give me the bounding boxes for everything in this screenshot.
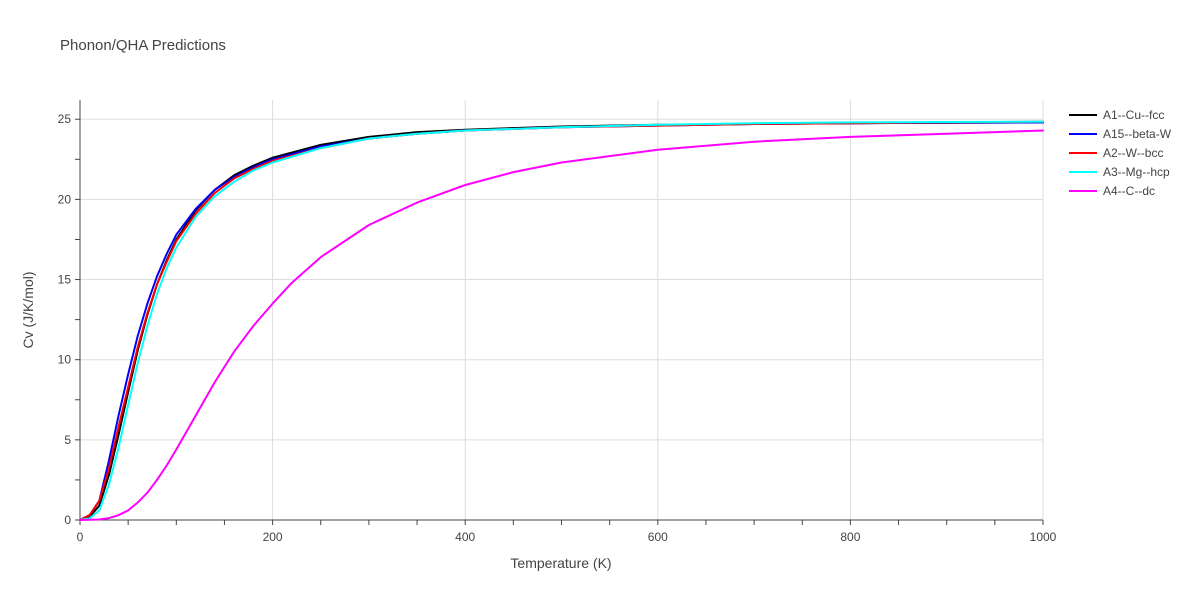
series-line-0	[79, 121, 1044, 521]
x-tick-label: 0	[77, 530, 84, 544]
legend-item[interactable]: A2--W--bcc	[1069, 146, 1163, 160]
axes: 0 200 400 600 800 1000 0 5 10 15 20 25	[58, 100, 1057, 544]
legend-label: A15--beta-W	[1103, 127, 1172, 141]
x-tick-label: 800	[840, 530, 860, 544]
legend-label: A3--Mg--hcp	[1103, 165, 1170, 179]
legend-item[interactable]: A15--beta-W	[1069, 127, 1172, 141]
series-line-3	[79, 120, 1044, 521]
y-tick-label: 20	[58, 192, 72, 206]
y-axis-title: Cv (J/K/mol)	[20, 272, 36, 349]
chart-title: Phonon/QHA Predictions	[60, 37, 226, 54]
legend[interactable]: A1--Cu--fcc A15--beta-W A2--W--bcc A3--Mg--…	[1069, 108, 1172, 198]
y-tick-label: 10	[58, 353, 72, 367]
series-lines	[79, 120, 1044, 521]
legend-label: A2--W--bcc	[1103, 146, 1163, 160]
legend-item[interactable]: A1--Cu--fcc	[1069, 108, 1164, 122]
y-tick-label: 5	[64, 433, 71, 447]
legend-label: A4--C--dc	[1103, 184, 1155, 198]
y-tick-label: 0	[64, 513, 71, 527]
x-tick-label: 400	[455, 530, 475, 544]
legend-item[interactable]: A3--Mg--hcp	[1069, 165, 1170, 179]
y-tick-label: 25	[58, 112, 72, 126]
y-tick-label: 15	[58, 273, 72, 287]
legend-item[interactable]: A4--C--dc	[1069, 184, 1155, 198]
x-tick-label: 1000	[1030, 530, 1057, 544]
x-tick-label: 200	[263, 530, 283, 544]
series-line-4	[79, 129, 1044, 521]
x-tick-label: 600	[648, 530, 668, 544]
grid	[80, 100, 1044, 520]
legend-label: A1--Cu--fcc	[1103, 108, 1164, 122]
x-axis-title: Temperature (K)	[510, 555, 611, 571]
